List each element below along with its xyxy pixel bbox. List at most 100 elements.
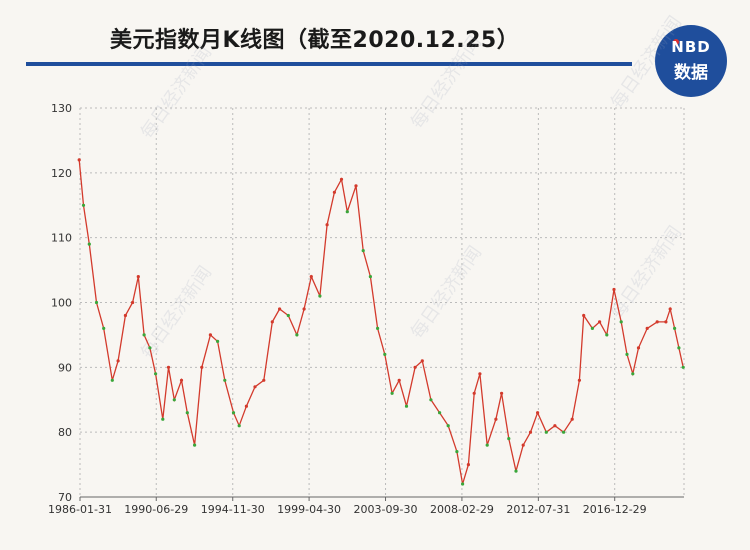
data-point (81, 203, 86, 207)
data-point (216, 339, 220, 343)
series-line (78, 159, 684, 485)
x-tick-label: 2012-07-31 (506, 503, 570, 516)
data-point (466, 463, 470, 467)
data-point (404, 404, 409, 408)
data-point (223, 378, 227, 382)
data-point (438, 411, 442, 415)
data-point (179, 378, 184, 382)
data-point (286, 313, 290, 318)
data-point (253, 385, 257, 389)
data-point (472, 391, 476, 395)
data-point (420, 359, 424, 363)
x-tick-label: 2016-12-29 (583, 503, 647, 516)
data-point (461, 482, 465, 486)
data-point (528, 430, 533, 434)
data-point (116, 359, 120, 363)
nbd-logo: NBD 数据 (655, 25, 727, 97)
data-point (376, 326, 380, 330)
data-point (553, 424, 557, 428)
logo-top-text: NBD (671, 38, 711, 56)
data-point (110, 378, 114, 382)
y-tick-label: 120 (51, 167, 72, 180)
data-point (562, 430, 566, 434)
data-point (361, 249, 365, 253)
data-point (154, 372, 158, 376)
data-point (664, 320, 668, 324)
data-point (136, 275, 140, 279)
data-point (397, 378, 401, 382)
watermark-text: 每日经济新闻 (137, 42, 216, 143)
data-point (142, 333, 146, 337)
grid-lines (79, 107, 685, 501)
data-point (339, 177, 344, 181)
data-point (161, 417, 165, 421)
x-tick-label: 2008-02-29 (430, 503, 494, 516)
data-point (244, 404, 248, 408)
data-point (200, 365, 204, 369)
data-point (655, 320, 659, 324)
data-point (590, 326, 595, 330)
data-point (383, 352, 387, 356)
data-point (325, 223, 329, 227)
data-point (536, 411, 540, 415)
data-point (368, 275, 372, 279)
data-point (612, 287, 616, 292)
data-point (390, 391, 394, 395)
data-point (94, 300, 99, 305)
data-point (166, 365, 171, 369)
data-point (87, 242, 91, 246)
data-point (131, 300, 135, 305)
y-axis-labels: 70 80 90 100 110 120 130 (51, 102, 72, 504)
data-point (429, 398, 433, 402)
watermark-text: 每日经济新闻 (407, 32, 486, 133)
data-point (77, 158, 81, 162)
y-tick-label: 100 (51, 297, 72, 310)
watermark-text: 每日经济新闻 (607, 12, 686, 113)
data-point (278, 307, 282, 311)
data-point (577, 378, 582, 382)
data-point (237, 424, 241, 428)
x-tick-label: 1986-01-31 (48, 503, 112, 516)
data-point (478, 372, 482, 376)
x-tick-label: 1994-11-30 (201, 503, 265, 516)
y-tick-label: 110 (51, 232, 72, 245)
data-point (500, 391, 504, 395)
data-point (681, 365, 685, 369)
data-point (605, 333, 609, 337)
price-series (77, 158, 685, 486)
data-point (677, 346, 681, 350)
title-underline (26, 62, 632, 66)
data-point (295, 333, 299, 337)
data-point (345, 210, 349, 214)
data-point (544, 430, 548, 434)
data-point (148, 346, 152, 350)
data-point (598, 320, 602, 324)
data-point (446, 424, 450, 428)
data-point (570, 417, 574, 421)
data-point (318, 294, 322, 298)
data-point (302, 307, 306, 311)
chart-title: 美元指数月K线图（截至2020.12.25） (110, 28, 520, 53)
data-point (413, 365, 417, 369)
data-point (514, 469, 518, 473)
x-tick-label: 1999-04-30 (277, 503, 341, 516)
y-tick-label: 80 (58, 426, 72, 439)
data-point (270, 320, 274, 324)
y-tick-label: 130 (51, 102, 72, 115)
data-point (507, 437, 511, 441)
data-point (645, 326, 649, 330)
data-point (636, 346, 641, 350)
data-point (102, 326, 106, 330)
data-point (494, 417, 498, 421)
data-point (668, 307, 672, 311)
data-point (625, 352, 629, 356)
logo-bottom-text: 数据 (674, 63, 708, 83)
x-tick-label: 2003-09-30 (354, 503, 418, 516)
y-tick-label: 90 (58, 361, 72, 374)
x-tick-label: 1990-06-29 (124, 503, 188, 516)
data-point (185, 411, 189, 415)
data-point (231, 411, 236, 415)
data-point (619, 320, 623, 324)
